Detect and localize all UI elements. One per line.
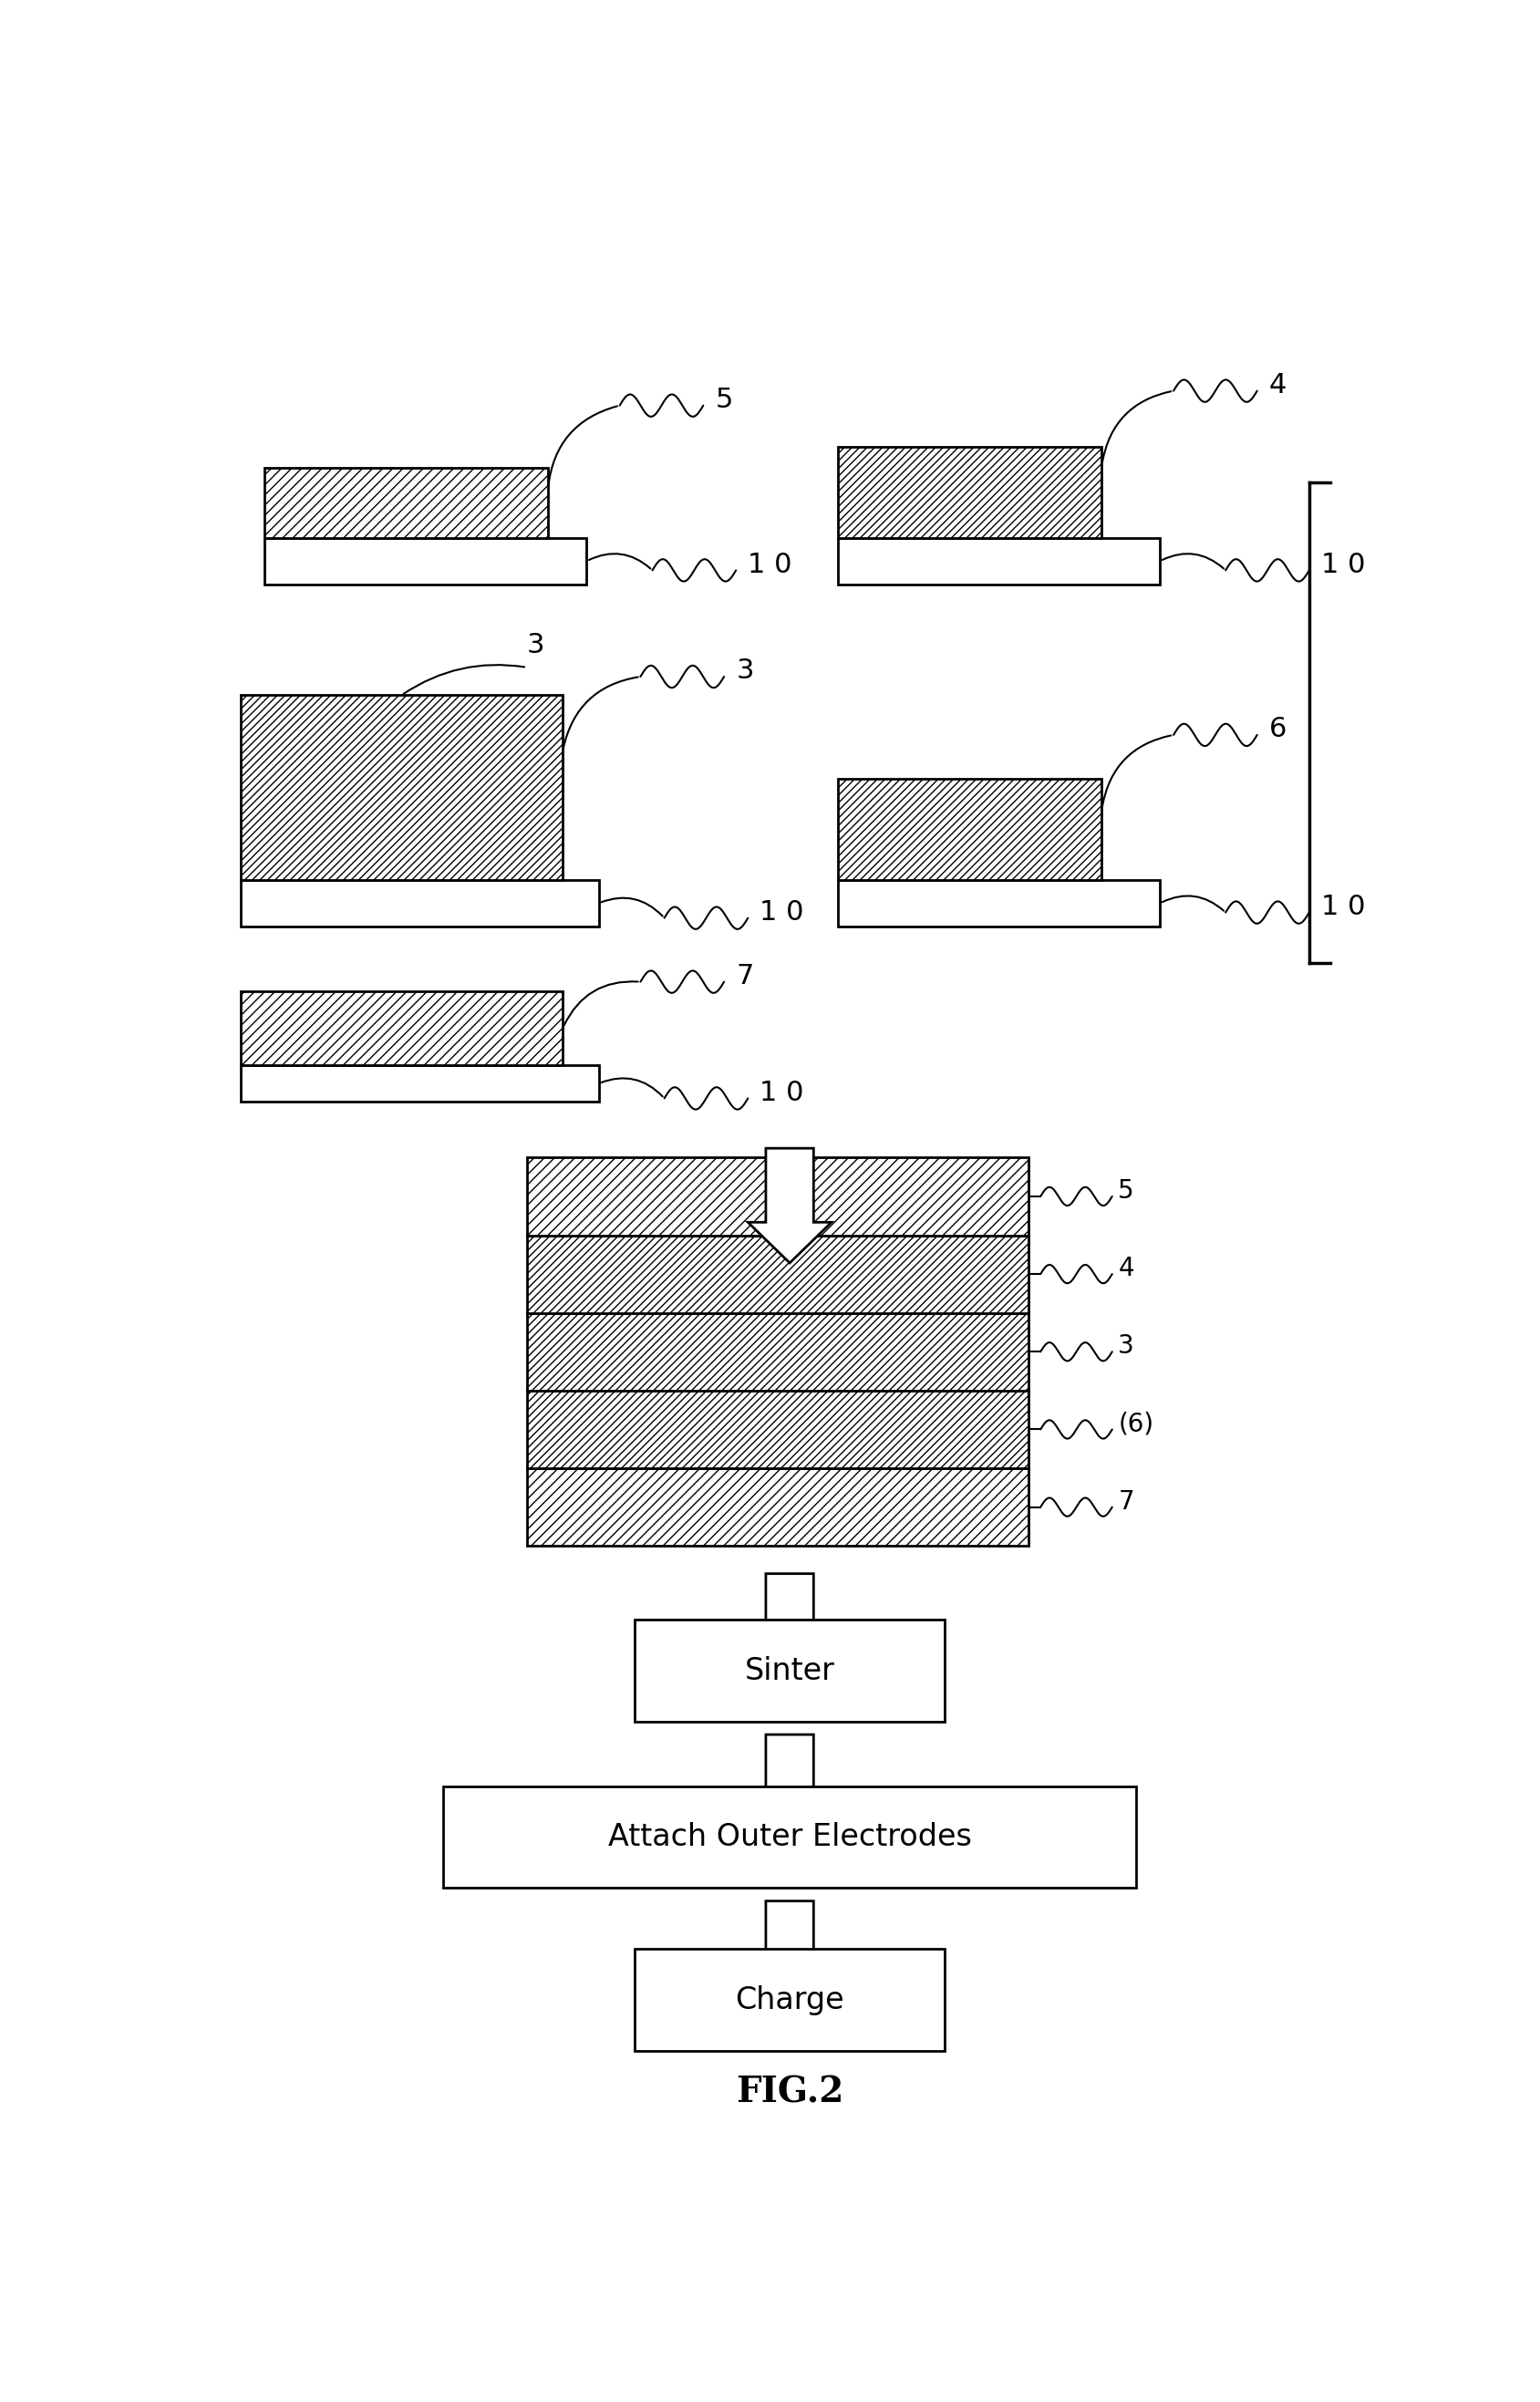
Bar (634, 1948, 944, 2051)
Bar (240, 694, 562, 879)
Text: 5: 5 (715, 387, 733, 413)
Bar (265, 538, 587, 584)
Bar (527, 1468, 1029, 1547)
Bar (838, 538, 1160, 584)
Bar (838, 447, 1101, 538)
Text: FIG.2: FIG.2 (735, 2075, 844, 2109)
Text: 3: 3 (736, 658, 753, 685)
Polygon shape (747, 1900, 832, 2015)
Bar (527, 1235, 1029, 1314)
Text: (6): (6) (1118, 1410, 1153, 1436)
Text: 1 0: 1 0 (759, 898, 804, 925)
Text: 7: 7 (736, 963, 753, 990)
Text: Charge: Charge (735, 1984, 844, 2015)
Text: 1 0: 1 0 (1320, 552, 1364, 579)
Text: 3: 3 (527, 632, 545, 658)
Text: 1 0: 1 0 (747, 552, 792, 579)
Bar (240, 879, 598, 927)
Polygon shape (747, 1734, 832, 1850)
Text: 1 0: 1 0 (1320, 894, 1364, 920)
Bar (527, 1314, 1029, 1391)
Bar (838, 879, 1160, 927)
Polygon shape (747, 1573, 832, 1689)
Text: 4: 4 (1269, 372, 1286, 399)
Text: 6: 6 (1269, 716, 1286, 742)
Bar (444, 1787, 1135, 1888)
Text: 3: 3 (1118, 1333, 1133, 1360)
Text: 5: 5 (1118, 1177, 1133, 1203)
Bar (634, 1619, 944, 1722)
Text: Attach Outer Electrodes: Attach Outer Electrodes (607, 1823, 972, 1852)
Bar (240, 1064, 598, 1103)
Text: Sinter: Sinter (744, 1655, 835, 1686)
Bar (527, 1158, 1029, 1235)
Bar (527, 1391, 1029, 1468)
Bar (838, 778, 1101, 879)
Text: 4: 4 (1118, 1256, 1133, 1280)
Text: 7: 7 (1118, 1489, 1133, 1513)
Text: 1 0: 1 0 (759, 1078, 804, 1105)
Bar (265, 468, 548, 538)
Polygon shape (747, 1148, 832, 1263)
Bar (240, 992, 562, 1064)
